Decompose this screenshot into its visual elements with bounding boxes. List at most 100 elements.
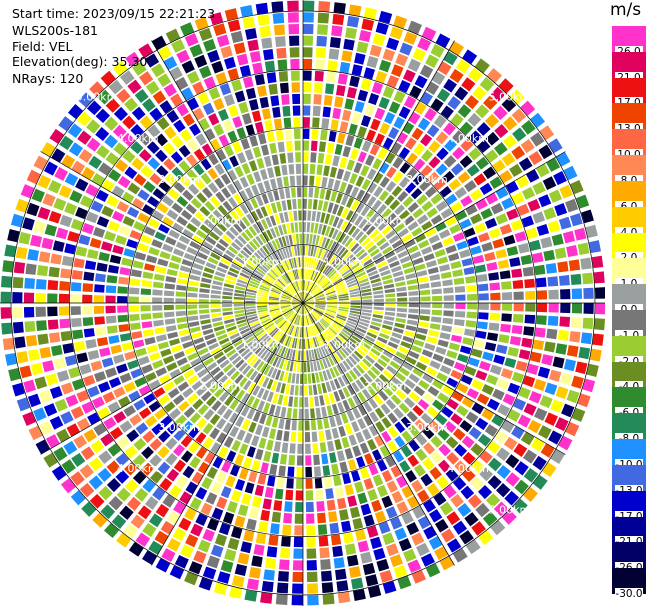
velocity-cell <box>547 315 559 327</box>
velocity-cell <box>279 82 289 94</box>
velocity-cell <box>307 314 313 325</box>
velocity-cell <box>292 408 298 419</box>
velocity-cell <box>307 326 311 337</box>
velocity-cell <box>304 280 308 291</box>
velocity-cell <box>153 319 164 327</box>
velocity-cell <box>532 181 546 195</box>
velocity-cell <box>580 257 592 270</box>
velocity-cell <box>322 200 329 212</box>
velocity-cell <box>293 245 298 256</box>
velocity-cell <box>335 486 345 498</box>
velocity-cell <box>142 550 157 565</box>
velocity-cell <box>195 432 207 444</box>
velocity-cell <box>130 269 142 278</box>
velocity-cell <box>388 127 400 140</box>
velocity-cell <box>252 358 262 369</box>
range-rings <box>10 10 596 596</box>
velocity-cell <box>538 194 552 208</box>
velocity-cell <box>341 50 353 62</box>
velocity-cell <box>280 321 288 330</box>
range-ring-label: 5.00km <box>489 91 531 104</box>
velocity-cell <box>438 229 451 239</box>
velocity-cell <box>85 184 99 197</box>
velocity-cell <box>287 271 293 282</box>
velocity-cell <box>209 427 220 440</box>
velocity-cell <box>152 305 163 311</box>
velocity-cell <box>272 343 280 353</box>
velocity-cell <box>251 110 262 122</box>
velocity-cell <box>208 153 219 166</box>
velocity-cell <box>303 303 307 314</box>
velocity-cell <box>303 295 312 303</box>
velocity-cell <box>258 289 269 294</box>
velocity-cell <box>127 206 140 218</box>
velocity-cell <box>299 233 303 244</box>
velocity-cell <box>421 220 433 231</box>
velocity-cell <box>123 405 137 417</box>
velocity-cell <box>144 53 160 68</box>
velocity-cell <box>300 280 303 291</box>
velocity-cell <box>351 64 363 77</box>
velocity-cell <box>493 142 508 156</box>
velocity-cell <box>226 500 238 514</box>
velocity-cell <box>553 171 567 186</box>
velocity-cell <box>406 167 418 180</box>
velocity-cell <box>303 350 307 361</box>
velocity-cell <box>384 315 395 321</box>
velocity-cell <box>389 199 401 211</box>
velocity-cell <box>352 588 366 601</box>
velocity-cell <box>467 494 482 509</box>
velocity-cell <box>389 26 404 40</box>
velocity-cell <box>271 511 281 523</box>
velocity-cell <box>13 261 26 274</box>
velocity-cell <box>342 170 351 182</box>
velocity-cell <box>133 399 146 411</box>
velocity-cell <box>79 464 94 479</box>
velocity-cell <box>338 332 348 341</box>
velocity-cell <box>326 405 334 417</box>
velocity-cell <box>252 223 261 234</box>
velocity-cell <box>426 124 440 138</box>
velocity-cell <box>303 295 312 303</box>
velocity-cell <box>55 227 69 240</box>
velocity-cell <box>222 295 233 300</box>
velocity-cell <box>523 326 535 336</box>
velocity-cell <box>285 272 292 282</box>
velocity-cell <box>469 189 483 201</box>
velocity-cell <box>429 323 441 330</box>
velocity-cell <box>234 238 244 248</box>
velocity-cell <box>285 384 291 395</box>
velocity-cell <box>236 429 246 441</box>
velocity-cell <box>270 95 280 107</box>
velocity-cell <box>319 277 327 286</box>
velocity-cell <box>541 354 554 366</box>
velocity-cell <box>265 415 273 427</box>
velocity-cell <box>403 31 418 45</box>
velocity-cell <box>335 84 346 97</box>
velocity-cell <box>397 297 408 302</box>
velocity-cell <box>227 329 239 336</box>
velocity-cell <box>280 304 291 307</box>
velocity-cell <box>501 281 512 290</box>
velocity-cell <box>35 306 46 317</box>
velocity-cell <box>406 410 418 423</box>
velocity-cell <box>460 195 473 207</box>
velocity-cell <box>308 314 314 324</box>
velocity-cell <box>362 303 373 306</box>
velocity-cell <box>339 121 349 133</box>
velocity-cell <box>300 303 303 314</box>
velocity-cell <box>35 439 50 455</box>
velocity-cell <box>338 295 349 299</box>
velocity-cell <box>524 314 536 324</box>
velocity-cell <box>213 351 224 360</box>
velocity-cell <box>430 450 443 464</box>
velocity-cell <box>348 434 358 446</box>
azimuth-spoke <box>302 302 566 455</box>
velocity-cell <box>417 276 429 283</box>
velocity-cell <box>72 329 84 340</box>
velocity-cell <box>424 342 436 351</box>
velocity-cell <box>346 15 360 28</box>
velocity-cell <box>138 149 152 162</box>
velocity-cell <box>200 352 212 361</box>
velocity-cell <box>534 327 546 338</box>
